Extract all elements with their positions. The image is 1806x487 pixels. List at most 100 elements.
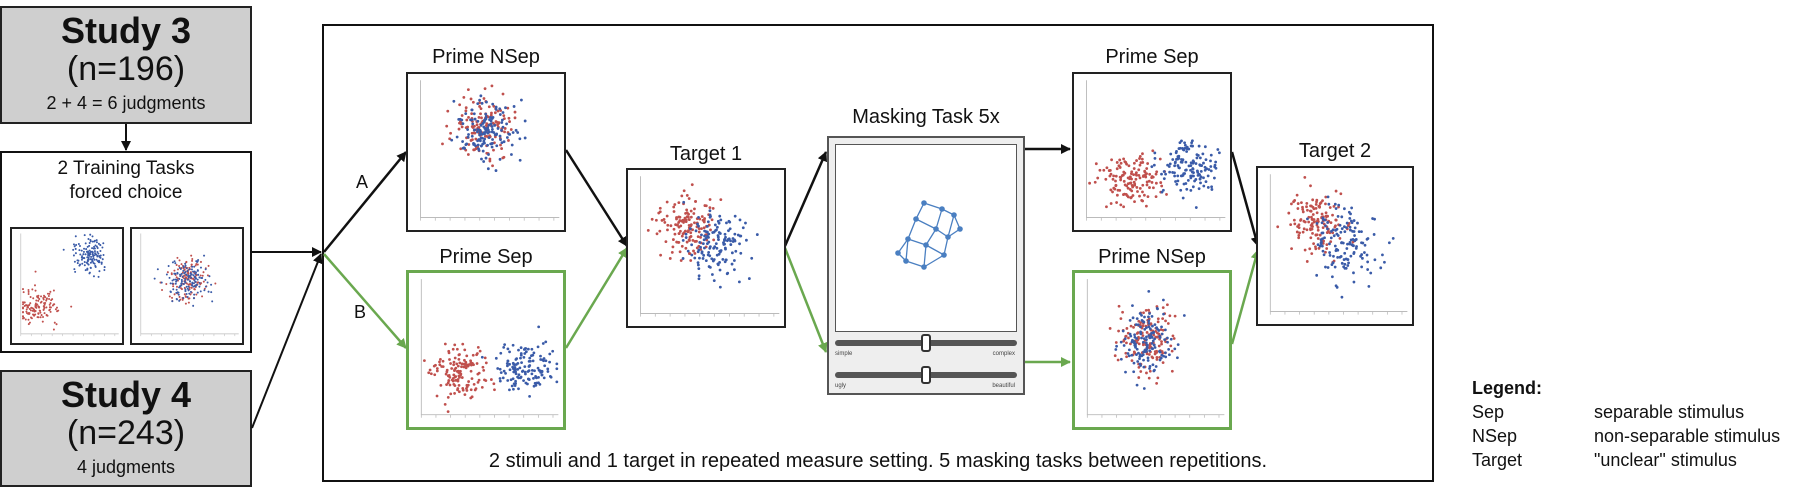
scatter-dot xyxy=(439,384,443,387)
scatter-dot xyxy=(98,270,101,273)
study-3-title: Study 3 xyxy=(60,10,192,51)
scatter-dot xyxy=(192,282,195,285)
mask-slider-1-handle[interactable] xyxy=(921,334,931,352)
scatter-dot xyxy=(448,383,452,387)
scatter-dot xyxy=(1175,149,1178,153)
scatter-dot xyxy=(201,295,204,298)
scatter-dot xyxy=(48,306,51,309)
scatter-dot xyxy=(1191,174,1194,178)
scatter-dot xyxy=(1160,172,1163,176)
scatter-dot xyxy=(1112,186,1116,190)
scatter-dot xyxy=(510,384,514,388)
scatter-dot xyxy=(476,143,480,147)
scatter-dot xyxy=(467,133,470,136)
scatter-dot xyxy=(193,279,196,282)
scatter-dot xyxy=(1131,194,1135,197)
scatter-dot xyxy=(1145,346,1149,350)
scatter-dot xyxy=(691,238,695,242)
scatter-dot xyxy=(1189,168,1192,172)
scatter-dot xyxy=(469,388,473,392)
scatter-dot xyxy=(193,285,196,288)
scatter-dot xyxy=(51,298,54,301)
scatter-dot xyxy=(530,347,534,351)
scatter-dot xyxy=(544,359,548,363)
arrow-target1-to-masking xyxy=(783,151,828,247)
scatter-dot xyxy=(1122,339,1126,343)
scatter-dot xyxy=(1316,237,1320,240)
mask-slider-1-right-label: complex xyxy=(992,351,1015,357)
scatter-dot xyxy=(427,371,431,375)
scatter-dot xyxy=(521,369,525,373)
scatter-dot xyxy=(717,238,720,241)
scatter-dot xyxy=(1328,206,1332,209)
scatter-dot xyxy=(659,253,663,257)
scatter-dot xyxy=(48,297,51,301)
scatter-dot xyxy=(37,299,40,302)
scatter-dot xyxy=(499,371,503,375)
scatter-dot xyxy=(511,131,515,134)
scatter-dot xyxy=(482,97,486,100)
scatter-dot xyxy=(1344,257,1348,261)
scatter-dot xyxy=(445,383,448,387)
scatter-dot xyxy=(1139,370,1143,373)
scatter-dot xyxy=(198,285,201,288)
scatter-dot xyxy=(697,267,701,270)
path-label-a: A xyxy=(356,172,369,192)
scatter-dot xyxy=(1147,325,1151,329)
scatter-dot xyxy=(548,374,552,378)
scatter-dot xyxy=(1156,307,1159,311)
scatter-dot xyxy=(484,361,488,365)
scatter-dot xyxy=(514,128,518,132)
study-4-n: (n=243) xyxy=(66,414,186,452)
scatter-dot xyxy=(489,122,493,126)
scatter-dot xyxy=(709,228,712,232)
scatter-dot xyxy=(1202,184,1206,188)
scatter-dot xyxy=(1204,180,1208,184)
scatter-dot xyxy=(715,225,719,229)
scatter-dot xyxy=(492,131,496,134)
scatter-dot xyxy=(1141,175,1145,178)
scatter-dot xyxy=(732,259,736,262)
scatter-dot xyxy=(541,342,545,345)
scatter-dot xyxy=(1133,200,1136,204)
scatter-dot xyxy=(501,125,505,129)
scatter-dot xyxy=(1318,233,1322,237)
scatter-dot xyxy=(183,268,186,271)
scatter-dot xyxy=(498,113,502,116)
scatter-dot xyxy=(730,262,734,266)
scatter-dot xyxy=(1173,314,1177,318)
scatter-dot xyxy=(1160,353,1164,357)
masking-panel: simple complex ugly beautiful xyxy=(827,136,1025,395)
scatter-dot xyxy=(1312,242,1315,246)
scatter-dot xyxy=(1145,371,1148,375)
scatter-dot xyxy=(1152,343,1156,347)
scatter-dot xyxy=(103,269,106,272)
scatter-dot xyxy=(513,382,517,386)
scatter-dot xyxy=(187,285,190,288)
scatter-dot xyxy=(178,295,181,298)
scatter-dot xyxy=(716,262,720,266)
scatter-dot xyxy=(1204,158,1208,162)
scatter-dot xyxy=(440,365,444,368)
scatter-dot xyxy=(1197,187,1201,191)
scatter-dot xyxy=(531,359,535,363)
mask-slider-2-handle[interactable] xyxy=(921,366,931,384)
scatter-dot xyxy=(1346,264,1350,267)
scatter-dot xyxy=(1187,147,1191,151)
scatter-dot xyxy=(505,122,508,126)
scatter-dot xyxy=(207,290,210,293)
scatter-dot xyxy=(1151,149,1155,153)
scatter-dot xyxy=(1207,168,1211,171)
scatter-dot xyxy=(1150,175,1154,178)
scatter-dot xyxy=(684,232,688,236)
legend-key-target: Target xyxy=(1472,450,1523,470)
scatter-dot xyxy=(532,376,535,380)
scatter-dot xyxy=(1147,179,1151,183)
scatter-dot xyxy=(1145,331,1149,334)
scatter-dot xyxy=(1195,156,1199,160)
scatter-dot xyxy=(697,224,700,228)
scatter-dot xyxy=(37,294,40,297)
scatter-dot xyxy=(189,290,192,293)
scatter-dot xyxy=(1151,339,1155,343)
scatter-dot xyxy=(499,138,502,142)
